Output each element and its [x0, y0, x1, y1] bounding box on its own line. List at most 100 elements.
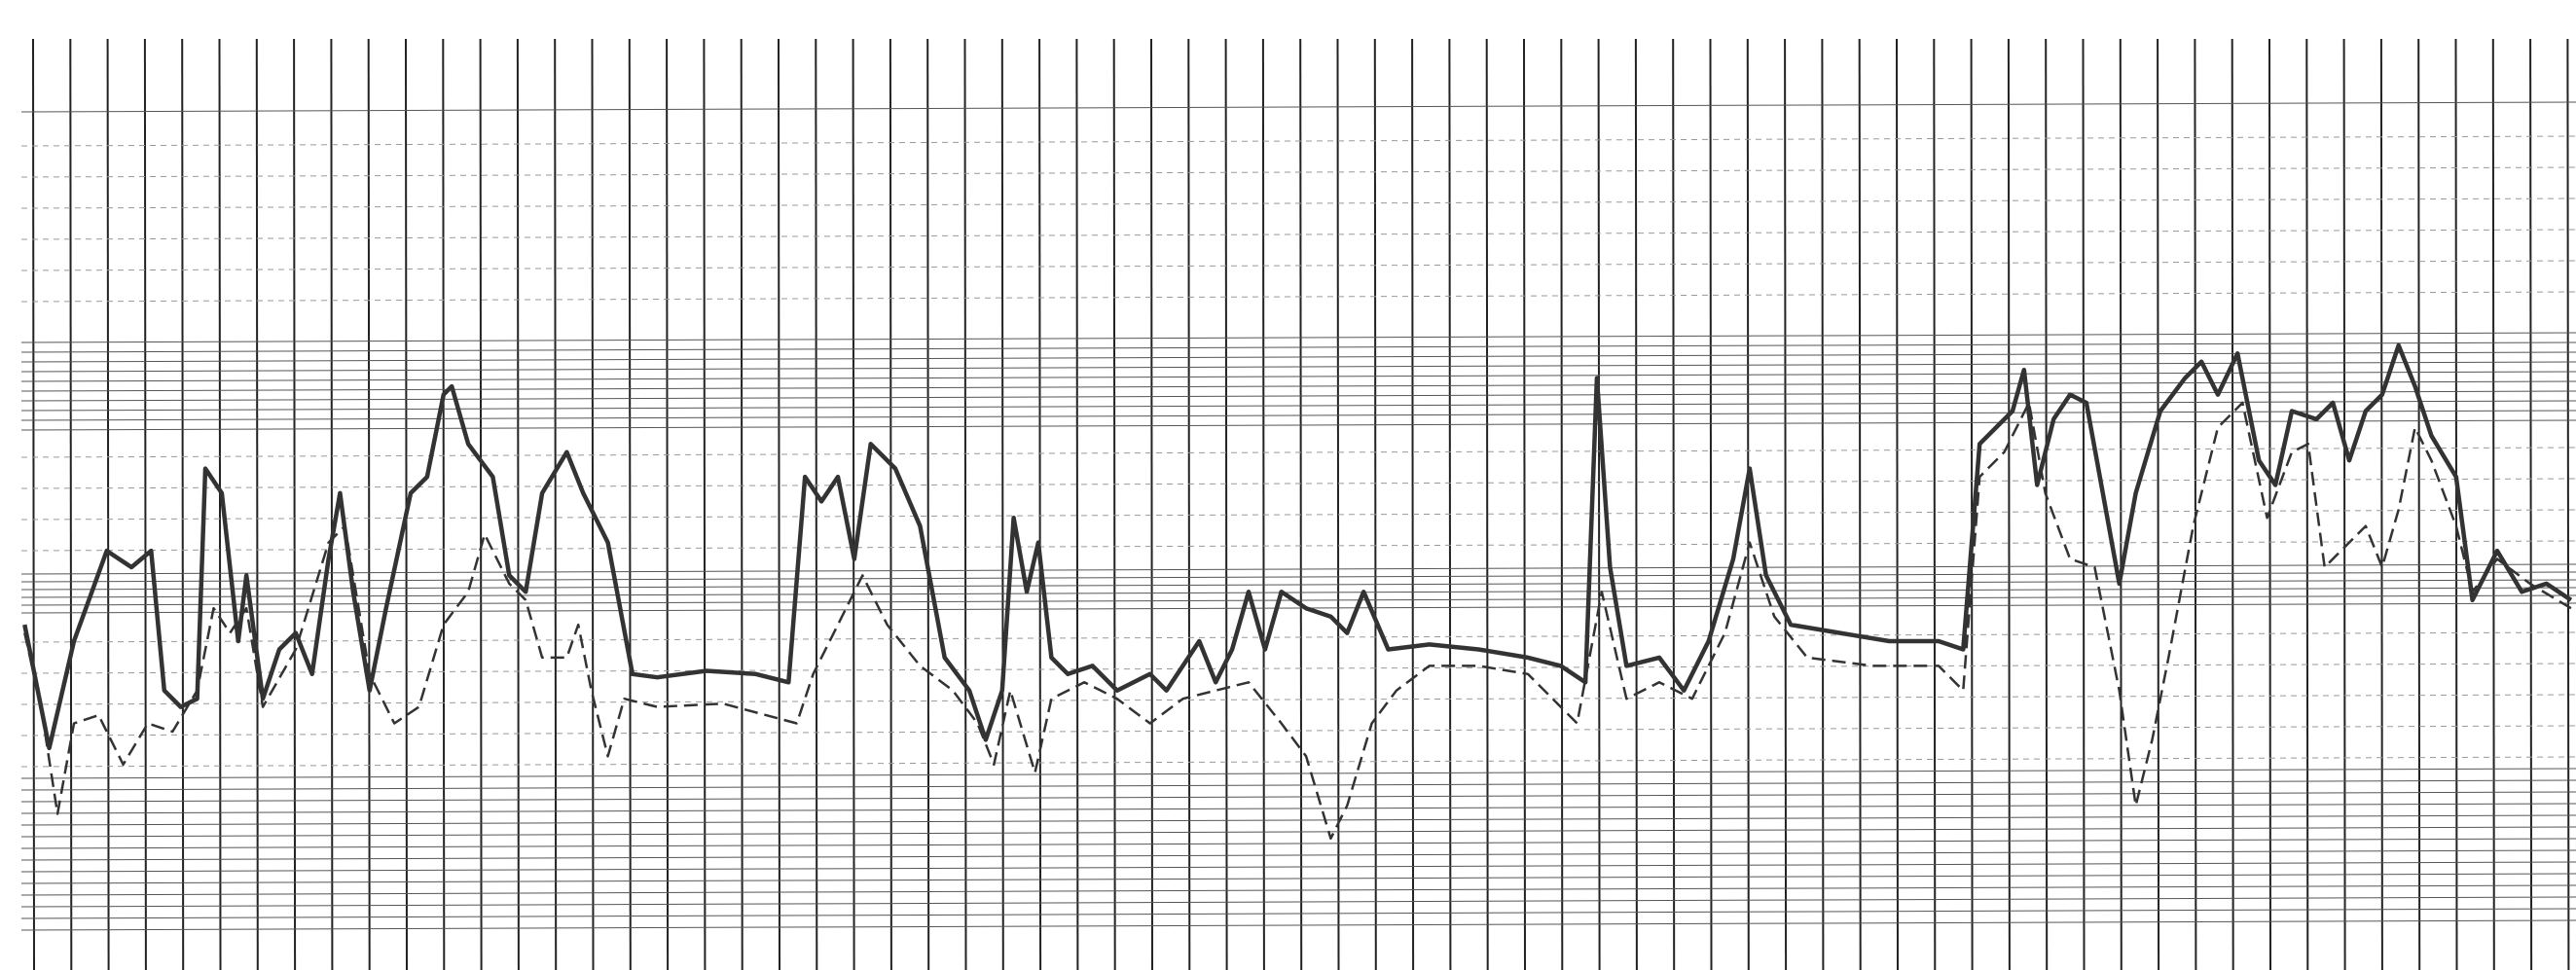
paper-vertical-line [479, 38, 483, 970]
paper-vertical-line [1597, 38, 1601, 970]
paper-vertical-line [2231, 38, 2234, 970]
paper-horizontal-line [20, 579, 2576, 591]
paper-horizontal-line [20, 861, 2576, 873]
paper-vertical-line [2566, 38, 2570, 970]
paper-vertical-line [1709, 38, 1713, 970]
paper-horizontal-line [20, 896, 2576, 908]
paper-horizontal-line [20, 351, 2576, 363]
paper-horizontal-line [20, 410, 2576, 421]
paper-horizontal-line [20, 166, 2576, 178]
paper-horizontal-line [20, 884, 2576, 896]
paper-horizontal-line [20, 756, 2576, 768]
paper-horizontal-line [20, 341, 2576, 353]
paper-horizontal-line [20, 873, 2576, 884]
trace-line [22, 342, 2573, 751]
paper-vertical-line [143, 38, 147, 970]
paper-vertical-line [1672, 38, 1676, 970]
paper-vertical-line [32, 38, 35, 970]
paper-horizontal-line [20, 260, 2576, 271]
paper-vertical-line [1224, 38, 1228, 970]
paper-vertical-line [852, 38, 855, 970]
paper-vertical-line [2007, 38, 2011, 970]
paper-vertical-line [1112, 38, 1116, 970]
paper-vertical-line [628, 38, 632, 970]
paper-horizontal-line [20, 803, 2576, 814]
paper-vertical-line [1038, 38, 1042, 970]
paper-vertical-line [740, 38, 744, 970]
paper-vertical-line [2119, 38, 2122, 970]
paper-horizontal-line [20, 908, 2576, 919]
paper-vertical-line [1523, 38, 1526, 970]
paper-horizontal-line [20, 371, 2576, 382]
paper-horizontal-line [20, 779, 2576, 791]
paper-horizontal-line [20, 135, 2576, 147]
paper-vertical-line [1858, 38, 1862, 970]
paper-vertical-line [666, 38, 670, 970]
paper-vertical-line [926, 38, 930, 970]
paper-horizontal-line [20, 602, 2576, 614]
paper-horizontal-line [20, 540, 2576, 552]
paper-vertical-line [442, 38, 446, 970]
paper-vertical-line [1560, 38, 1564, 970]
paper-vertical-line [106, 38, 110, 970]
paper-horizontal-line [20, 814, 2576, 826]
paper-vertical-line [2529, 38, 2533, 970]
paper-vertical-line [2305, 38, 2309, 970]
paper-vertical-line [330, 38, 334, 970]
paper-vertical-line [1448, 38, 1452, 970]
paper-horizontal-line [20, 919, 2576, 931]
paper-horizontal-line [20, 198, 2576, 209]
paper-horizontal-line [20, 631, 2576, 643]
paper-vertical-line [703, 38, 707, 970]
paper-horizontal-line [20, 390, 2576, 402]
paper-horizontal-line [20, 419, 2576, 431]
paper-vertical-line [1187, 38, 1191, 970]
paper-vertical-line [1336, 38, 1340, 970]
paper-vertical-line [1970, 38, 1974, 970]
paper-vertical-line [2045, 38, 2049, 970]
paper-vertical-line [1784, 38, 1788, 970]
paper-horizontal-line [20, 509, 2576, 521]
paper-vertical-line [218, 38, 222, 970]
paper-vertical-line [293, 38, 297, 970]
paper-vertical-line [1821, 38, 1825, 970]
paper-vertical-line [554, 38, 558, 970]
paper-vertical-line [2268, 38, 2271, 970]
paper-horizontal-line [20, 571, 2576, 583]
paper-vertical-line [1634, 38, 1638, 970]
paper-vertical-line [367, 38, 371, 970]
paper-vertical-line [2417, 38, 2421, 970]
paper-horizontal-line [20, 838, 2576, 849]
paper-vertical-line [1933, 38, 1937, 970]
paper-vertical-line [2157, 38, 2160, 970]
trace-line [23, 401, 2572, 841]
paper-horizontal-line [20, 563, 2576, 575]
paper-horizontal-line [20, 826, 2576, 838]
paper-horizontal-line [20, 725, 2576, 736]
paper-horizontal-line [20, 361, 2576, 373]
paper-vertical-line [2342, 38, 2346, 970]
paper-vertical-line [1746, 38, 1750, 970]
paper-vertical-line [1896, 38, 1899, 970]
paper-vertical-line [2082, 38, 2086, 970]
paper-horizontal-line [20, 400, 2576, 412]
paper-horizontal-line [20, 101, 2576, 113]
paper-horizontal-line [20, 587, 2576, 598]
paper-horizontal-line [20, 380, 2576, 392]
paper-horizontal-line [20, 478, 2576, 489]
paper-horizontal-line [20, 768, 2576, 779]
paper-horizontal-line [20, 291, 2576, 303]
paper-vertical-line [1373, 38, 1377, 970]
paper-vertical-line [516, 38, 520, 970]
paper-horizontal-line [20, 791, 2576, 803]
paper-vertical-line [181, 38, 185, 970]
paper-vertical-line [1150, 38, 1153, 970]
paper-horizontal-line [20, 849, 2576, 861]
paper-vertical-line [1485, 38, 1489, 970]
paper-vertical-line [69, 38, 73, 970]
paper-horizontal-line [20, 663, 2576, 674]
paper-vertical-line [1000, 38, 1004, 970]
paper-vertical-line [1411, 38, 1415, 970]
